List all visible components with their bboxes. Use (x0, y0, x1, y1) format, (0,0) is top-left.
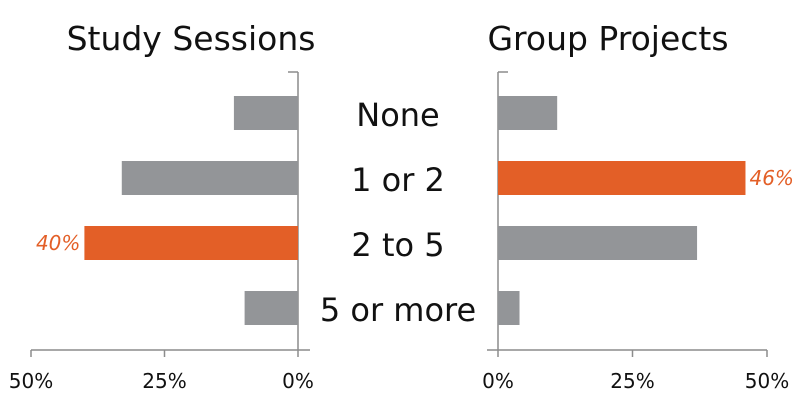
panel-title-study-sessions: Study Sessions (67, 19, 316, 58)
bar-study-sessions-2-to-5 (84, 226, 299, 260)
category-label-none: None (356, 96, 439, 134)
right-highlight-value-label: 46% (749, 166, 793, 190)
panel-title-group-projects: Group Projects (487, 19, 728, 58)
left-tick-label-50: 50% (9, 369, 53, 393)
left-tick-label-0: 0% (282, 369, 314, 393)
right-tick-label-50: 50% (745, 369, 789, 393)
bar-group-projects-1-or-2 (498, 161, 746, 195)
bar-group-projects-5-or-more (498, 291, 520, 325)
bar-study-sessions-none (233, 96, 298, 130)
category-label-5-or-more: 5 or more (320, 291, 476, 329)
left-tick-label-25: 25% (142, 369, 186, 393)
right-tick-label-0: 0% (482, 369, 514, 393)
bar-study-sessions-1-or-2 (121, 161, 298, 195)
bars (84, 96, 746, 325)
bar-group-projects-none (498, 96, 558, 130)
category-label-2-to-5: 2 to 5 (351, 226, 444, 264)
bar-study-sessions-5-or-more (244, 291, 298, 325)
category-label-1-or-2: 1 or 2 (351, 161, 445, 199)
bar-group-projects-2-to-5 (498, 226, 698, 260)
right-tick-label-25: 25% (610, 369, 654, 393)
left-highlight-value-label: 40% (36, 231, 80, 255)
